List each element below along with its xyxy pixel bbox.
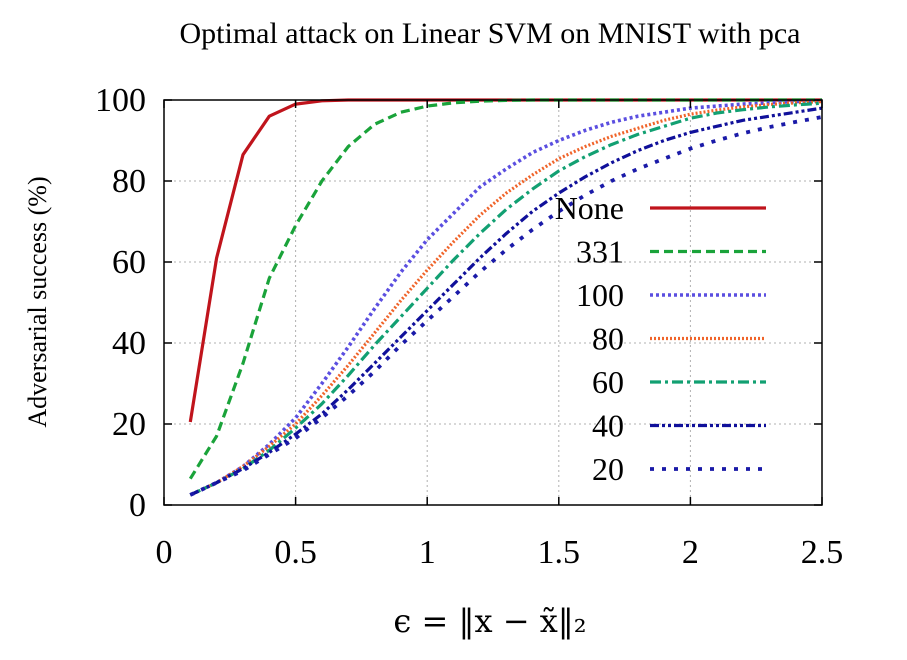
legend-label-None: None xyxy=(555,190,624,226)
series-line-None xyxy=(188,98,822,423)
legend-label-331: 331 xyxy=(576,234,624,270)
series-line-80 xyxy=(189,100,823,497)
chart-title: Optimal attack on Linear SVM on MNIST wi… xyxy=(179,17,800,50)
y-axis-label: Adversarial success (%) xyxy=(23,176,52,427)
x-tick-label: 0 xyxy=(156,534,173,571)
axis-ticks: 0 20 40 60 80 100 0 0.5 1 1.5 2 2.5 xyxy=(95,82,843,571)
legend-label-20: 20 xyxy=(592,451,624,487)
y-tick-label: 80 xyxy=(112,163,146,200)
legend-label-80: 80 xyxy=(592,321,624,357)
x-tick-label: 0.5 xyxy=(274,534,317,571)
y-tick-label: 100 xyxy=(95,82,146,119)
series-line-60 xyxy=(189,101,823,497)
grid xyxy=(164,100,822,505)
legend-label-100: 100 xyxy=(576,277,624,313)
legend: None 331 100 80 60 40 20 xyxy=(555,190,766,487)
legend-label-40: 40 xyxy=(592,408,624,444)
series-line-40 xyxy=(189,106,823,497)
plot-frame xyxy=(163,99,823,506)
x-axis-label: ϵ = ‖x − x̃‖₂ xyxy=(393,602,586,640)
x-tick-label: 1 xyxy=(419,534,436,571)
y-tick-label: 60 xyxy=(112,244,146,281)
y-tick-label: 40 xyxy=(112,325,146,362)
y-tick-label: 0 xyxy=(129,487,146,524)
series-line-331 xyxy=(188,98,822,480)
x-tick-label: 2 xyxy=(682,534,699,571)
plot-lines xyxy=(188,98,823,497)
x-tick-label: 2.5 xyxy=(801,534,844,571)
x-tick-label: 1.5 xyxy=(538,534,581,571)
legend-label-60: 60 xyxy=(592,364,624,400)
y-tick-label: 20 xyxy=(112,406,146,443)
